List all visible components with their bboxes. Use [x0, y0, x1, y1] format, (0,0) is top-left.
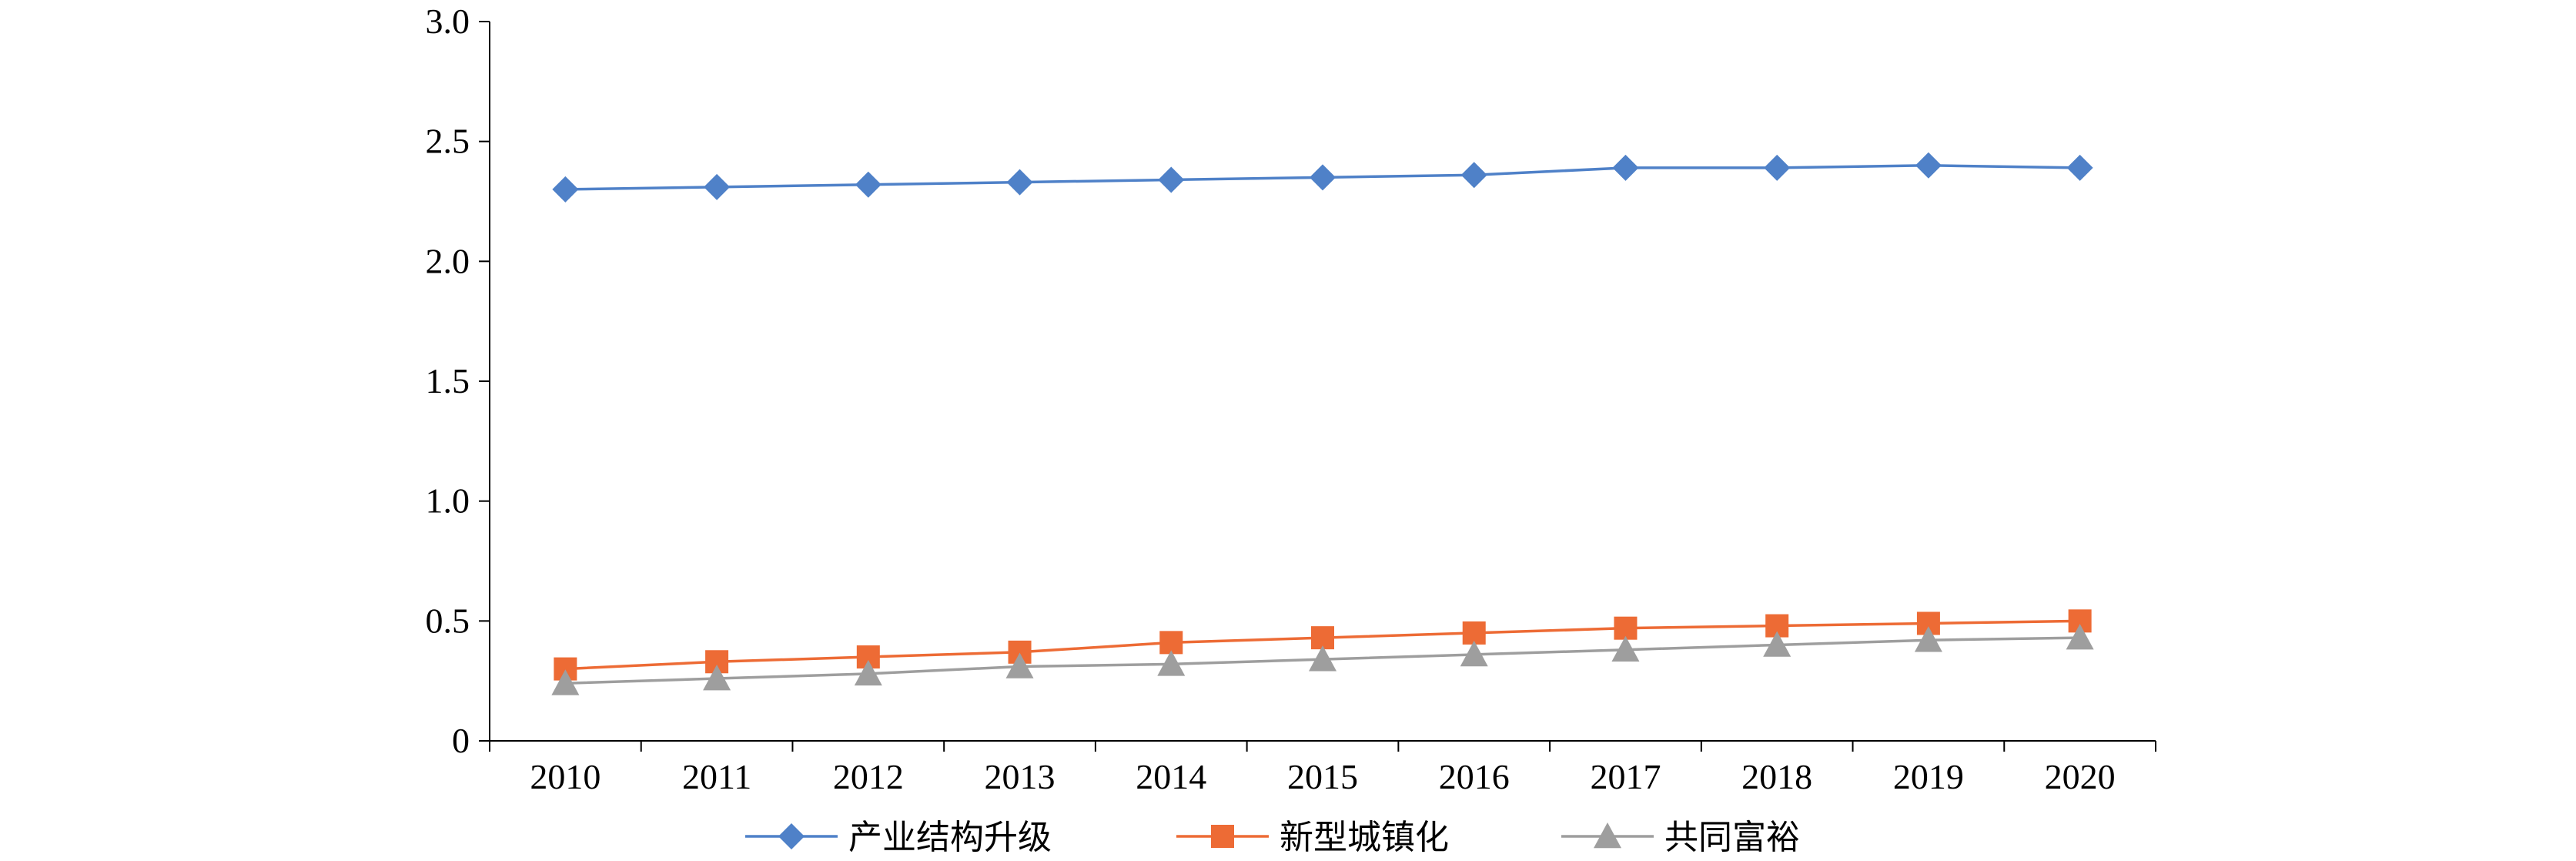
data-point: [552, 176, 579, 203]
x-tick-label: 2018: [1741, 757, 1812, 796]
data-point: [1310, 164, 1336, 191]
data-point: [703, 665, 731, 691]
x-tick-label: 2020: [2045, 757, 2116, 796]
data-point: [1764, 154, 1791, 181]
data-point: [1157, 650, 1186, 676]
y-tick-label: 0: [452, 721, 470, 760]
legend-marker: [778, 823, 805, 849]
series-square: [554, 609, 2092, 681]
data-point: [1460, 162, 1487, 189]
x-tick-label: 2017: [1590, 757, 1661, 796]
x-tick-label: 2011: [682, 757, 751, 796]
data-point: [855, 171, 882, 198]
x-tick-label: 2019: [1893, 757, 1964, 796]
y-tick-label: 1.0: [426, 481, 470, 521]
data-point: [2066, 154, 2093, 181]
y-tick-label: 3.0: [426, 2, 470, 41]
legend-item: 产业结构升级: [745, 818, 1052, 857]
x-tick-label: 2015: [1287, 757, 1358, 796]
data-point: [1915, 152, 1942, 179]
x-tick-label: 2013: [985, 757, 1055, 796]
data-point: [1005, 652, 1034, 678]
data-point: [1460, 640, 1488, 667]
data-point: [1311, 626, 1334, 650]
x-tick-label: 2016: [1439, 757, 1510, 796]
data-point: [1006, 169, 1033, 196]
data-point: [1611, 635, 1640, 662]
series-diamond: [552, 152, 2093, 203]
data-point: [854, 659, 882, 686]
legend: 产业结构升级 新型城镇化 共同富裕: [745, 818, 1800, 857]
data-point: [1763, 631, 1791, 657]
legend-marker: [1594, 822, 1621, 849]
legend-label: 产业结构升级: [848, 818, 1052, 857]
data-point: [1614, 616, 1638, 640]
legend-label: 共同富裕: [1664, 818, 1800, 857]
x-tick-label: 2012: [833, 757, 904, 796]
data-point: [704, 173, 731, 200]
data-point: [1158, 166, 1185, 193]
legend-label: 新型城镇化: [1280, 818, 1449, 857]
data-point: [1159, 631, 1183, 655]
data-point: [2066, 624, 2094, 650]
legend-item: 新型城镇化: [1176, 818, 1449, 857]
axes: 0 0.5 1.0 1.5 2.0 2.5 3.0 2010 2011 2012 2013 2014 2…: [426, 2, 2156, 796]
data-point: [551, 669, 580, 695]
data-point: [1462, 621, 1486, 645]
legend-item: 共同富裕: [1561, 818, 1800, 857]
legend-marker: [1211, 825, 1234, 848]
data-point: [1309, 645, 1337, 672]
y-tick-label: 0.5: [426, 601, 470, 640]
x-tick-label: 2010: [530, 757, 601, 796]
series-layer: [551, 152, 2094, 695]
x-tick-label: 2014: [1136, 757, 1206, 796]
y-tick-label: 1.5: [426, 361, 470, 400]
y-tick-label: 2.5: [426, 122, 470, 161]
series-triangle: [551, 624, 2094, 695]
y-tick-label: 2.0: [426, 241, 470, 280]
data-point: [1914, 626, 1942, 652]
data-point: [1612, 154, 1639, 181]
